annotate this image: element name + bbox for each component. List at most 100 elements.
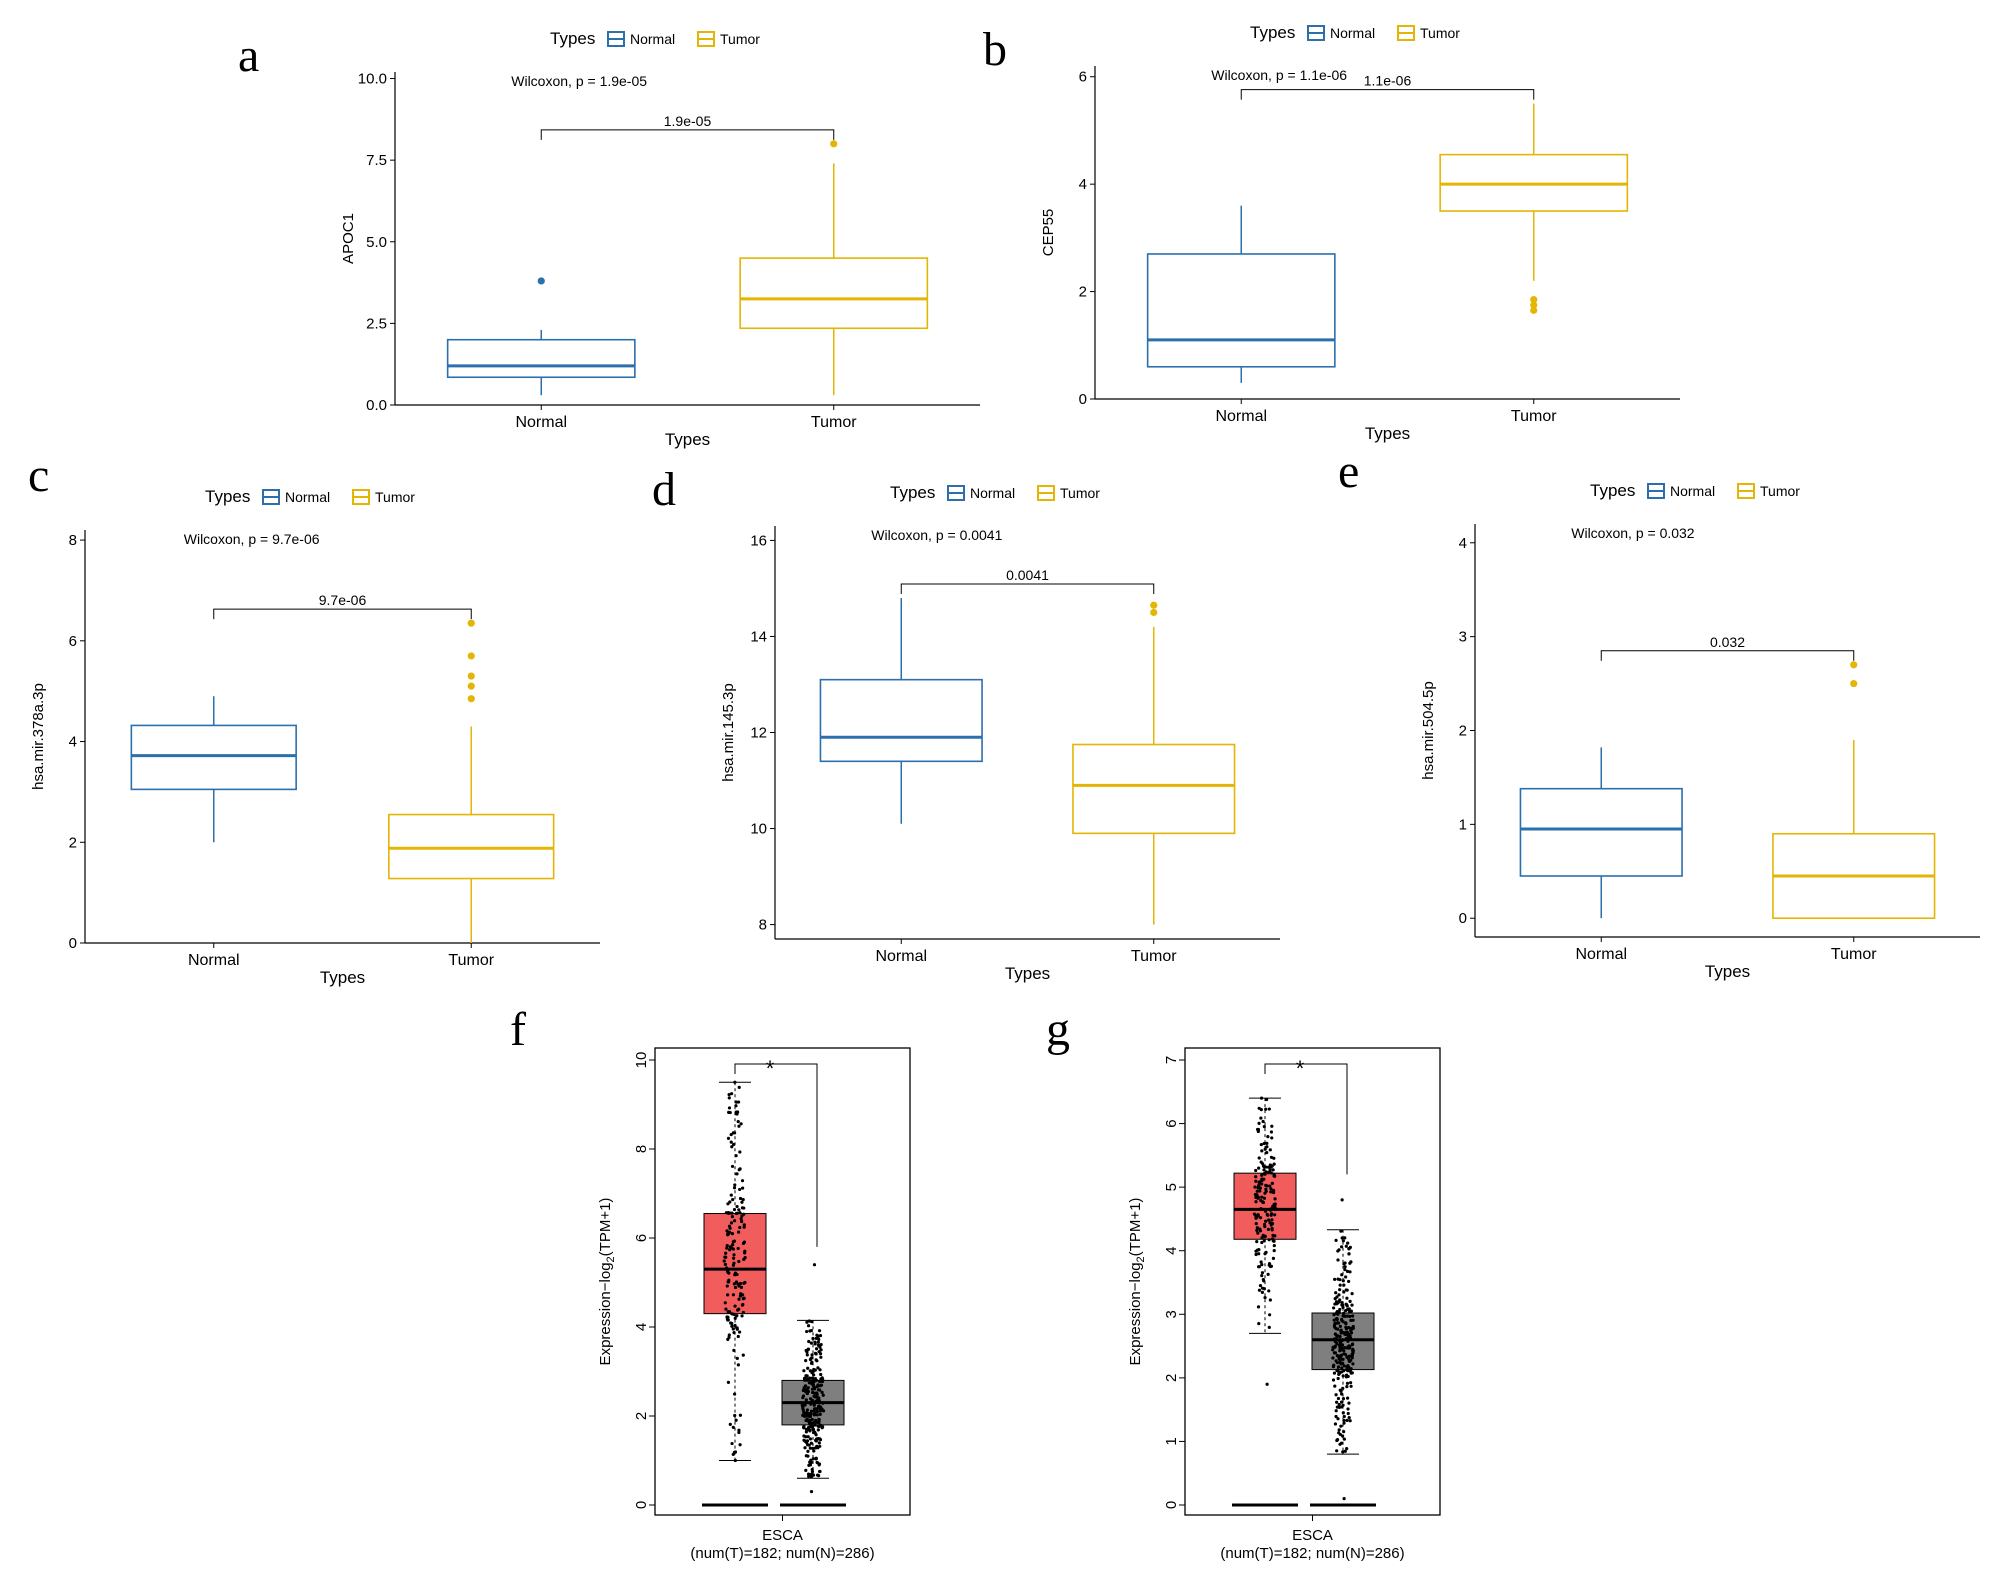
data-point <box>736 1110 740 1114</box>
data-point <box>1347 1416 1351 1420</box>
data-point <box>727 1106 732 1110</box>
box-iqr <box>130 724 297 791</box>
y-axis-title: CEP55 <box>1040 209 1057 257</box>
data-point <box>1260 1290 1264 1294</box>
data-point <box>1256 1185 1261 1189</box>
data-point <box>804 1375 808 1379</box>
data-point <box>1255 1193 1259 1197</box>
data-point <box>726 1136 731 1141</box>
data-point <box>741 1297 745 1301</box>
data-point <box>734 1280 739 1284</box>
data-point <box>1333 1345 1337 1349</box>
data-point <box>742 1225 746 1229</box>
data-point <box>1259 1142 1263 1147</box>
data-point <box>810 1319 814 1324</box>
panel-a: Types Normal Tumor 0.0 2.5 5.0 7.5 10.0 Normal Tu… <box>320 20 1000 450</box>
data-point <box>734 1104 738 1108</box>
y-tick-label: 4 <box>633 1323 650 1331</box>
data-point <box>1342 1352 1346 1356</box>
data-point <box>1345 1418 1349 1423</box>
y-tick-label: 10.0 <box>358 71 387 88</box>
data-point <box>813 1418 818 1422</box>
data-point <box>1268 1168 1272 1172</box>
data-point <box>1348 1354 1352 1358</box>
data-point <box>1339 1370 1344 1374</box>
data-point <box>817 1399 821 1403</box>
data-point <box>728 1248 732 1252</box>
data-point <box>816 1383 820 1387</box>
data-point <box>1350 1292 1354 1296</box>
legend-label-normal: Normal <box>970 485 1015 501</box>
data-point <box>1345 1269 1350 1273</box>
x-tick-label-tumor: Tumor <box>1511 408 1557 425</box>
outlier-point <box>1850 679 1858 688</box>
data-point <box>804 1435 808 1439</box>
data-point <box>1345 1355 1349 1359</box>
data-point <box>1346 1241 1350 1245</box>
data-point <box>1341 1386 1345 1390</box>
y-tick-label: 4 <box>1079 176 1087 193</box>
y-tick-label: 2 <box>69 834 77 851</box>
jitter-points <box>1331 1198 1355 1501</box>
data-point <box>1262 1168 1266 1172</box>
outlier-point <box>467 695 475 703</box>
outlier-point <box>1530 306 1538 314</box>
data-point <box>1339 1329 1343 1333</box>
data-point <box>807 1319 811 1323</box>
outlier-point <box>467 682 475 690</box>
data-point <box>729 1193 733 1197</box>
data-point <box>814 1391 819 1395</box>
data-point <box>1348 1261 1352 1265</box>
y-tick-label: 0 <box>1079 391 1087 408</box>
data-point <box>736 1230 741 1234</box>
y-tick-label: 16 <box>750 532 767 549</box>
data-point <box>729 1132 733 1137</box>
data-point <box>1334 1300 1339 1304</box>
data-point <box>1331 1348 1335 1352</box>
data-point <box>809 1441 814 1445</box>
data-point <box>806 1377 810 1381</box>
data-point <box>812 1401 816 1405</box>
data-point <box>1350 1356 1354 1360</box>
data-point <box>820 1379 825 1383</box>
data-point <box>810 1387 815 1391</box>
significance-bracket <box>900 583 1155 595</box>
data-point <box>731 1198 735 1202</box>
data-point <box>731 1142 736 1147</box>
data-point <box>725 1284 729 1288</box>
data-point <box>1268 1208 1273 1212</box>
y-tick-label: 1 <box>1459 816 1467 833</box>
data-point <box>730 1145 734 1149</box>
data-point <box>803 1446 807 1450</box>
data-point <box>812 1420 816 1425</box>
plot-frame <box>1184 1047 1441 1516</box>
y-axis-title-tail: (TPM+1) <box>1127 1198 1144 1257</box>
data-point <box>814 1433 818 1437</box>
data-point <box>1338 1283 1342 1287</box>
panel-label-f: f <box>510 1003 526 1056</box>
data-point <box>1337 1293 1341 1297</box>
data-point <box>818 1412 822 1417</box>
chart-b-svg: Types Normal Tumor 0 2 4 6 Normal Tumor Types CEP5… <box>1040 23 1680 443</box>
data-point <box>724 1255 728 1259</box>
data-point <box>735 1172 739 1176</box>
data-point <box>804 1430 808 1434</box>
data-point <box>733 1458 737 1463</box>
box-normal <box>1519 747 1683 919</box>
data-point <box>806 1443 810 1447</box>
data-point <box>808 1357 813 1362</box>
data-point <box>811 1336 815 1341</box>
data-point <box>738 1167 742 1171</box>
y-tick-label: 0 <box>633 1501 650 1509</box>
data-point <box>1258 1216 1263 1220</box>
data-point <box>817 1420 821 1425</box>
significance-bracket <box>1240 89 1535 100</box>
data-point <box>743 1256 747 1260</box>
data-point <box>1346 1314 1350 1318</box>
data-point <box>1336 1365 1341 1369</box>
data-point <box>1343 1236 1347 1240</box>
data-point <box>735 1272 739 1277</box>
data-point <box>1272 1202 1276 1207</box>
data-point <box>1256 1231 1260 1235</box>
data-point <box>801 1395 805 1400</box>
